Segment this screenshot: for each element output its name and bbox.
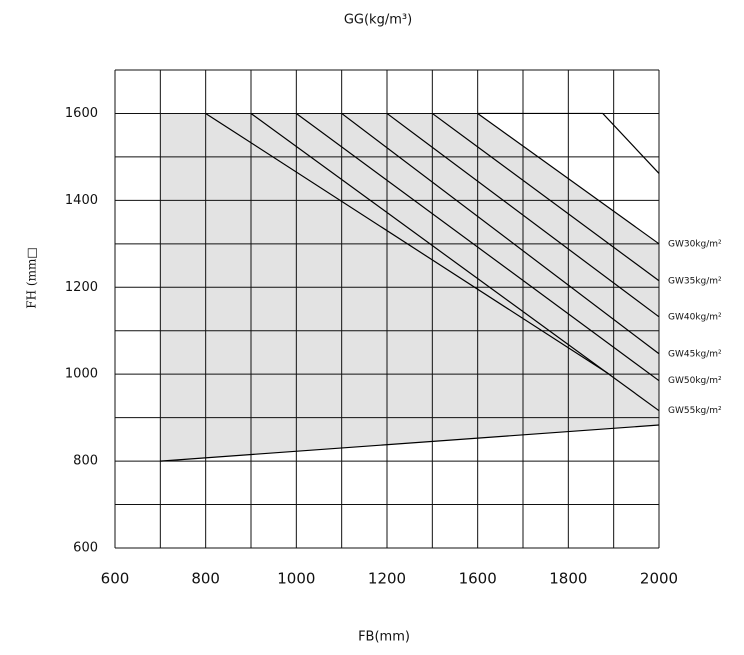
x-axis-label: FB(mm) — [358, 630, 410, 645]
series-label: GW35kg/m² — [668, 276, 722, 286]
series-line — [431, 112, 660, 282]
y-axis-label: FH (mm□ — [25, 247, 39, 308]
x-tick-label: 600 — [101, 570, 130, 588]
series-line — [477, 112, 660, 245]
y-tick-label: 600 — [73, 541, 98, 556]
series-line — [250, 112, 660, 412]
x-tick-label: 1200 — [368, 570, 406, 588]
chart-title: GG(kg/m³) — [344, 13, 412, 28]
series-label: GW40kg/m² — [668, 312, 722, 322]
x-tick-label: 800 — [191, 570, 220, 588]
y-tick-label: 1400 — [65, 193, 98, 208]
series-label: GW55kg/m² — [668, 406, 722, 416]
series-line — [386, 112, 660, 318]
series-line — [341, 112, 660, 355]
x-tick-label: 2000 — [640, 570, 678, 588]
series-line — [160, 424, 660, 462]
series-label: GW50kg/m² — [668, 376, 722, 386]
y-tick-label: 1600 — [65, 106, 98, 121]
series-label: GW30kg/m² — [668, 239, 722, 249]
series-line — [295, 112, 660, 382]
series-line — [205, 112, 610, 375]
x-tick-label: 1600 — [459, 570, 497, 588]
series-line — [477, 112, 660, 174]
x-tick-label: 1800 — [549, 570, 587, 588]
x-tick-label: 1000 — [277, 570, 315, 588]
y-tick-label: 1200 — [65, 280, 98, 295]
y-tick-label: 800 — [73, 454, 98, 469]
series-label: GW45kg/m² — [668, 349, 722, 359]
y-tick-label: 1000 — [65, 367, 98, 382]
